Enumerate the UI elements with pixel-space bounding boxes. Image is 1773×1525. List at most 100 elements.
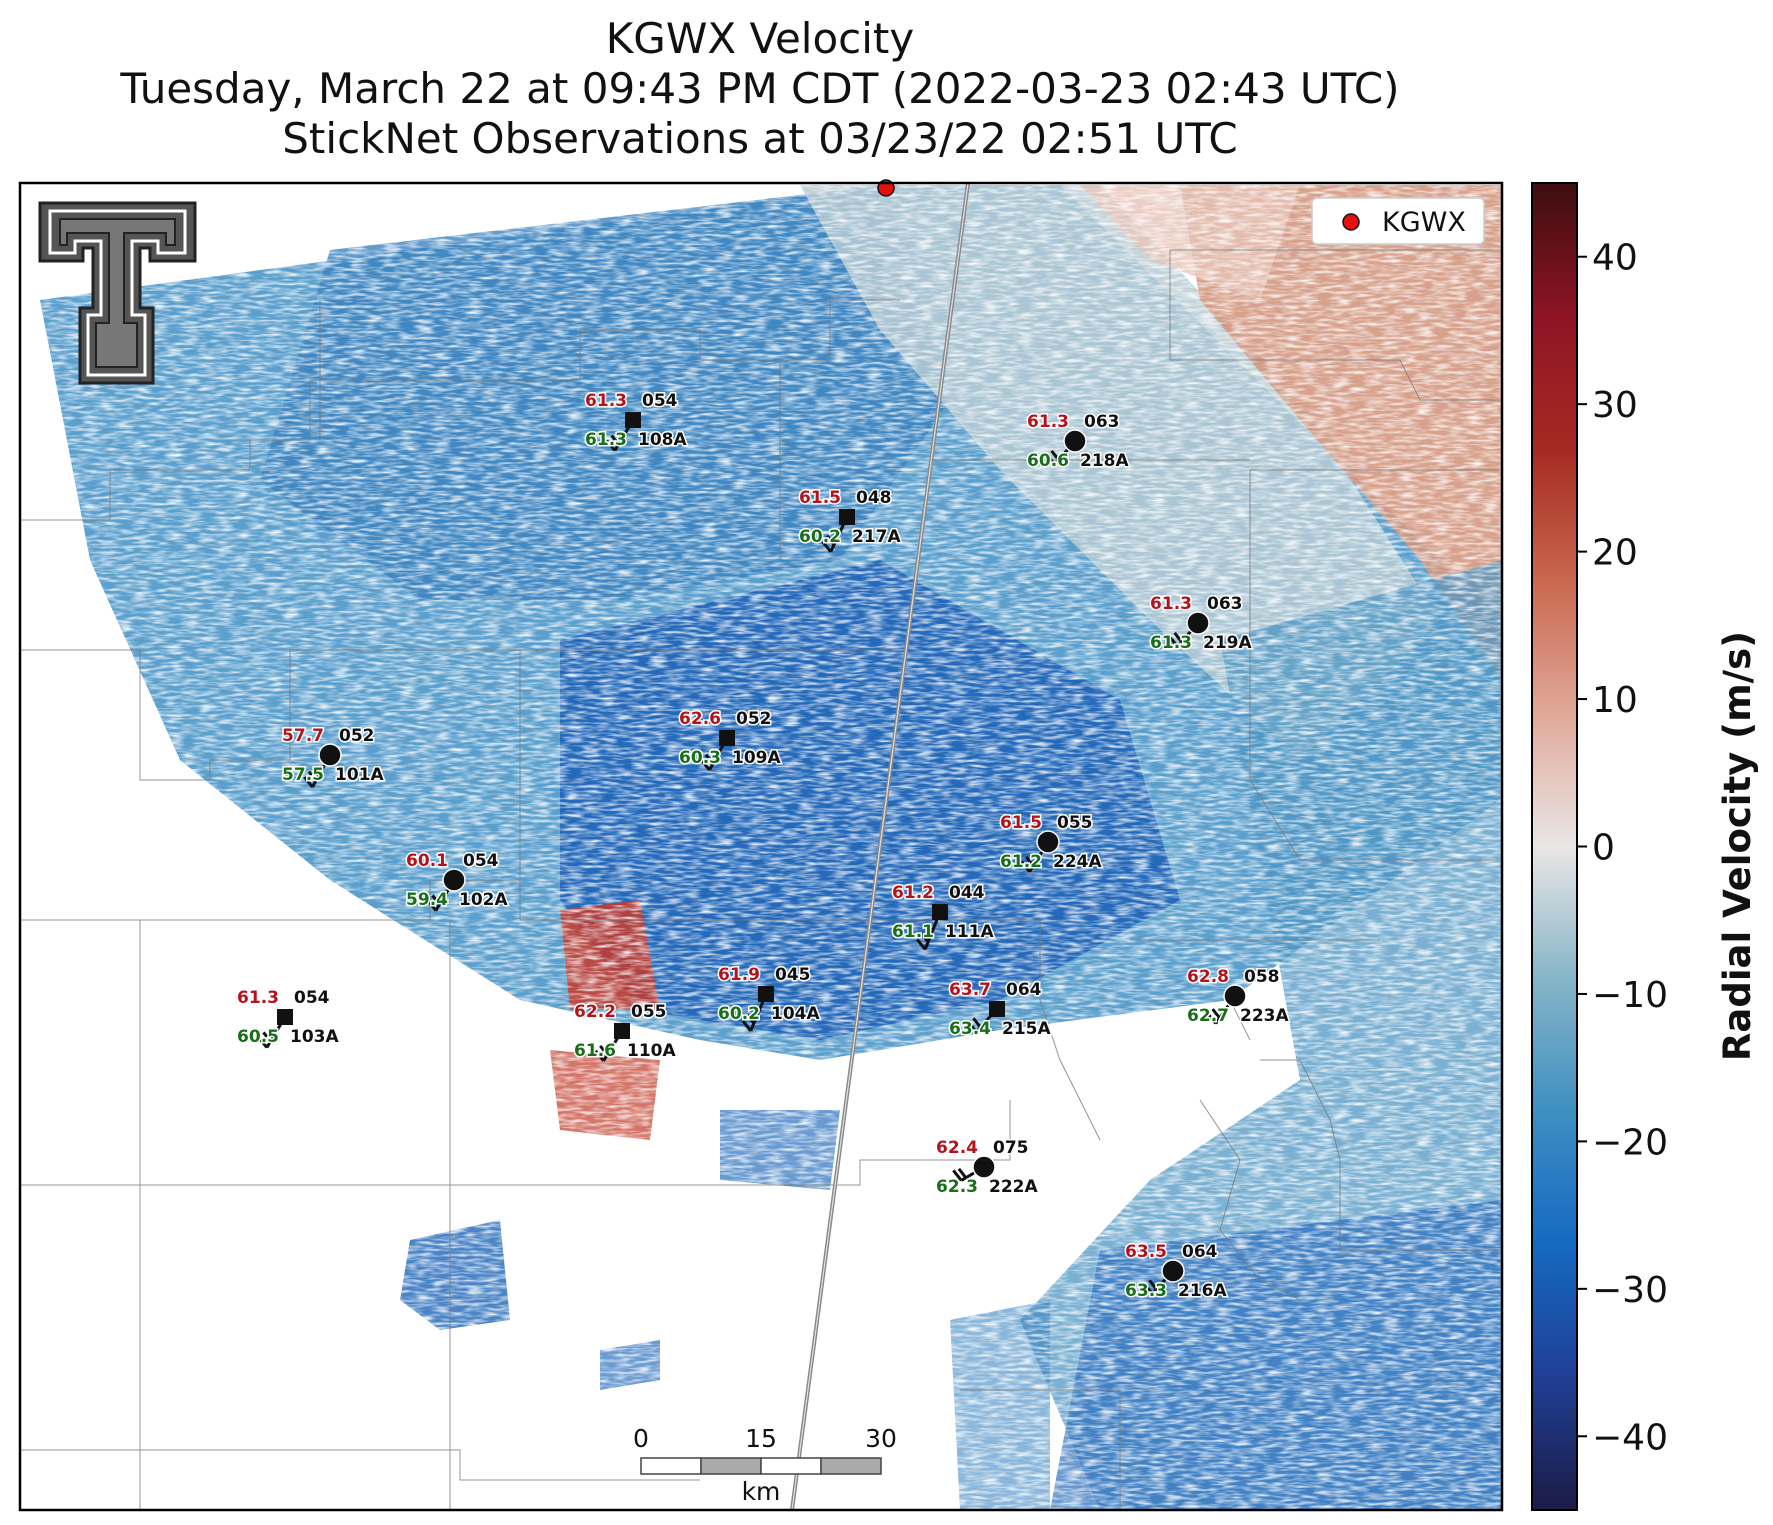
colorbar-tick-label: 40 (1592, 238, 1638, 279)
wind-barb-flag (825, 534, 836, 546)
colorbar-gradient (1531, 182, 1578, 1511)
station-circle-marker (442, 868, 466, 892)
station-temperature: 63.5 (1125, 1242, 1167, 1262)
wind-barb-flag (700, 759, 711, 771)
station-circle-marker (972, 1155, 996, 1179)
velocity-field (20, 183, 1502, 1510)
station-109a: 62.6 052 60.3 109A (678, 708, 783, 771)
station-temperature: 61.5 (1000, 813, 1042, 833)
station-wind-direction: 045 (775, 965, 811, 985)
colorbar-tick-label: −40 (1592, 1417, 1668, 1458)
wind-barb-flag (1211, 1008, 1221, 1019)
wind-barb-flag (957, 1167, 968, 1179)
station-223a: 62.8 058 62.7 223A (1186, 966, 1291, 1028)
wind-barb-flag (952, 1169, 963, 1182)
wind-barb-flag (1173, 631, 1183, 643)
wind-barb-flag (1025, 855, 1035, 867)
highway-line (790, 183, 970, 1510)
wind-barb-flag (1050, 449, 1060, 461)
station-temperature: 63.7 (949, 980, 991, 1000)
station-wind-direction: 058 (1244, 967, 1280, 987)
station-216a: 63.5 064 63.3 216A (1124, 1241, 1229, 1303)
station-dewpoint: 61.2 (1000, 852, 1042, 872)
station-wind-direction: 052 (339, 726, 375, 746)
wind-barb-flag (1168, 635, 1179, 648)
station-id: 101A (335, 765, 384, 785)
scale-tick-15: 15 (745, 1424, 777, 1453)
wind-barb-flag (610, 434, 620, 446)
station-temperature: 61.2 (892, 883, 934, 903)
station-102a: 60.1 054 59.4 102A (405, 850, 510, 912)
station-wind-direction: 063 (1207, 594, 1243, 614)
station-108a: 61.3 054 61.3 108A (584, 390, 689, 452)
wind-barb-flag (431, 894, 441, 906)
station-dewpoint: 61.3 (1150, 633, 1192, 653)
station-circle-marker (1036, 830, 1060, 854)
scale-tick-0: 0 (633, 1424, 649, 1453)
wind-barb-flag (257, 1036, 269, 1049)
colorbar-label: Radial Velocity (m/s) (1716, 631, 1759, 1061)
sticknet-stations: 61.3 054 61.3 108A 61.3 063 60.6 218A 61.5 048 60.… (236, 390, 1291, 1303)
colorbar-tick-label: 0 (1592, 828, 1615, 869)
station-dewpoint: 61.6 (574, 1041, 616, 1061)
station-square-marker (932, 904, 948, 920)
station-square-marker (758, 986, 774, 1002)
station-id: 103A (290, 1027, 339, 1047)
station-dewpoint: 60.5 (237, 1027, 279, 1047)
station-circle-marker (1063, 429, 1087, 453)
station-temperature: 61.3 (1150, 594, 1192, 614)
wind-barb-flag (262, 1031, 272, 1043)
wind-barb-flag (1206, 1012, 1217, 1025)
station-dewpoint: 57.5 (282, 765, 324, 785)
station-wind-direction: 075 (993, 1138, 1029, 1158)
wind-barb-flag (1045, 453, 1056, 466)
station-wind-direction: 054 (642, 391, 678, 411)
station-temperature: 60.1 (406, 851, 448, 871)
wind-barb-flag (599, 1044, 609, 1056)
station-103a: 61.3 054 60.5 103A (236, 987, 341, 1049)
colorbar-tick-label: 20 (1592, 533, 1638, 574)
station-wind-direction: 064 (1006, 980, 1042, 1000)
wind-barb-flag (915, 938, 927, 951)
wind-barb-flag (821, 540, 832, 553)
station-dewpoint: 61.1 (892, 922, 934, 942)
county-boundaries (20, 249, 1502, 1510)
station-101a: 57.7 052 57.5 101A (281, 725, 386, 788)
station-temperature: 61.9 (718, 965, 760, 985)
station-id: 222A (989, 1177, 1038, 1197)
wind-barb-flag (704, 753, 715, 765)
station-217a: 61.5 048 60.2 217A (798, 487, 903, 553)
station-dewpoint: 60.3 (679, 748, 721, 768)
station-id: 102A (459, 890, 508, 910)
station-wind-direction: 044 (949, 883, 985, 903)
chart-title: KGWX Velocity (605, 14, 915, 63)
chart-subtitle-time: Tuesday, March 22 at 09:43 PM CDT (2022-… (120, 64, 1400, 113)
station-circle-marker (1186, 611, 1210, 635)
wind-barb-flag (1020, 860, 1031, 873)
scale-tick-30: 30 (865, 1424, 897, 1453)
wind-barb-flag (594, 1049, 605, 1062)
colorbar-tick-label: 30 (1592, 385, 1638, 426)
wind-barb-flag (1143, 1282, 1154, 1295)
station-temperature: 61.3 (1027, 412, 1069, 432)
colorbar-tick-label: −30 (1592, 1270, 1668, 1311)
station-dewpoint: 63.4 (949, 1019, 991, 1039)
station-110a: 62.2 055 61.6 110A (573, 1001, 678, 1063)
legend: KGWX (1311, 197, 1485, 245)
station-temperature: 62.2 (574, 1002, 616, 1022)
station-wind-direction: 055 (1057, 813, 1093, 833)
station-218a: 61.3 063 60.6 218A (1026, 411, 1131, 473)
station-104a: 61.9 045 60.2 104A (717, 964, 822, 1032)
station-wind-direction: 064 (1182, 1242, 1218, 1262)
wind-barb-flag (745, 1013, 756, 1025)
station-dewpoint: 59.4 (406, 890, 448, 910)
station-id: 108A (638, 430, 687, 450)
legend-label: KGWX (1382, 207, 1466, 238)
station-id: 223A (1240, 1006, 1289, 1026)
scale-unit: km (742, 1477, 781, 1506)
station-215a: 63.7 064 63.4 215A (948, 979, 1053, 1041)
chart-subtitle-observations: StickNet Observations at 03/23/22 02:51 … (282, 114, 1238, 163)
station-id: 216A (1178, 1281, 1227, 1301)
station-id: 109A (732, 748, 781, 768)
station-temperature: 57.7 (282, 726, 324, 746)
